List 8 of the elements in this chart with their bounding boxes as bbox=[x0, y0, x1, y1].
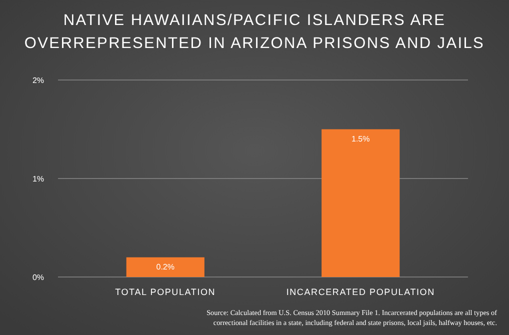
x-tick-label: INCARCERATED POPULATION bbox=[286, 287, 435, 297]
x-tick-label: TOTAL POPULATION bbox=[115, 287, 216, 297]
chart-title: NATIVE HAWAIIANS/PACIFIC ISLANDERS ARE OVERREPRESENTED IN ARIZONA PRISONS AND JAILS bbox=[24, 12, 485, 52]
y-tick-label: 2% bbox=[32, 76, 44, 85]
data-label: 1.5% bbox=[352, 134, 370, 144]
y-tick-label: 1% bbox=[32, 174, 44, 184]
y-tick-label: 0% bbox=[32, 273, 44, 282]
data-label: 0.2% bbox=[156, 262, 174, 272]
